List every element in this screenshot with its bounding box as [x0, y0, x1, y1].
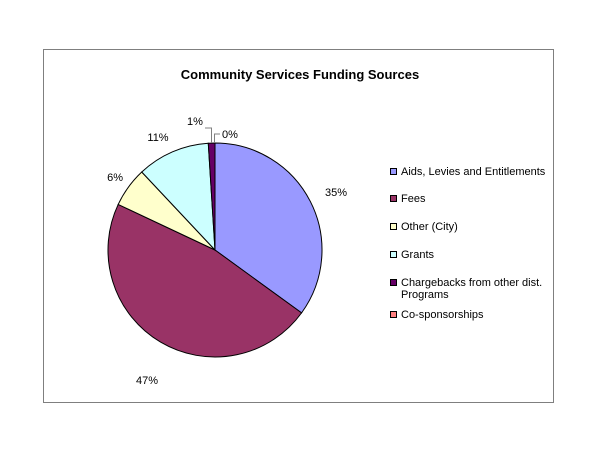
- legend-label: Aids, Levies and Entitlements: [401, 166, 546, 178]
- legend-swatch: [390, 223, 397, 230]
- pie-slice: [141, 142, 216, 252]
- legend-swatch: [390, 311, 397, 318]
- slice-label: 6%: [107, 172, 123, 184]
- pie-slice: [107, 203, 303, 358]
- legend-label: Grants: [401, 249, 435, 261]
- legend-label: Fees: [401, 193, 426, 205]
- slice-label: 35%: [325, 187, 347, 199]
- legend-label: Chargebacks from other dist. Programs: [401, 277, 543, 301]
- slice-label: 47%: [136, 375, 158, 387]
- leader-line: [205, 127, 212, 143]
- slice-label: 0%: [222, 129, 238, 141]
- chart-title: Community Services Funding Sources: [180, 67, 420, 82]
- legend-swatch: [390, 251, 397, 258]
- legend-swatch: [390, 279, 397, 286]
- slice-label: 11%: [147, 132, 168, 144]
- pie-slice: [214, 142, 323, 314]
- legend-label: Other (City): [401, 221, 458, 233]
- legend-label: Co-sponsorships: [401, 309, 484, 321]
- slice-label: 1%: [187, 116, 203, 128]
- leader-line: [214, 133, 220, 143]
- legend-swatch: [390, 168, 397, 175]
- legend-swatch: [390, 195, 397, 202]
